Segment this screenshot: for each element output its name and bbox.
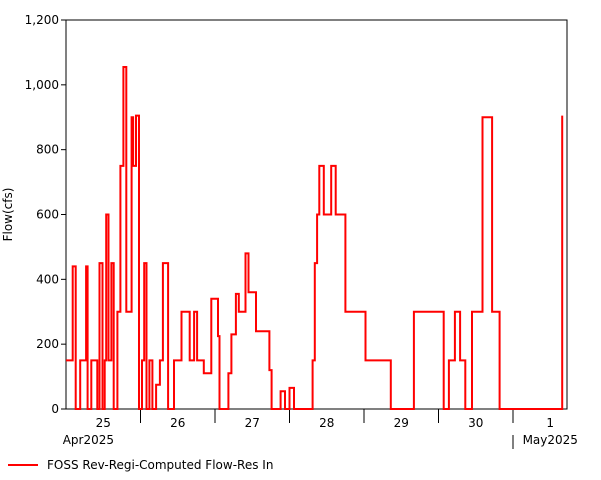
month-label: May2025 [523, 433, 578, 447]
month-label: Apr2025 [63, 433, 114, 447]
y-axis: 0 200 400 600 800 1,000 1,200 [25, 13, 66, 416]
y-tick-label: 600 [36, 208, 59, 222]
x-tick-label: 28 [319, 416, 334, 430]
series-line [66, 66, 564, 410]
y-tick-label: 1,000 [25, 78, 59, 92]
x-tick-label: 25 [96, 416, 111, 430]
legend-swatch [8, 464, 38, 466]
x-tick-label: 29 [394, 416, 409, 430]
y-tick-label: 1,200 [25, 13, 59, 27]
x-tick-label: 27 [245, 416, 260, 430]
x-axis: 25 26 27 28 29 30 1 Apr2025 May2025 [63, 409, 578, 449]
x-tick-label: 1 [546, 416, 554, 430]
y-axis-title: Flow(cfs) [1, 188, 15, 242]
y-tick-label: 800 [36, 143, 59, 157]
legend-label: FOSS Rev-Regi-Computed Flow-Res In [47, 458, 274, 472]
x-tick-label: 30 [468, 416, 483, 430]
y-tick-label: 400 [36, 272, 59, 286]
y-tick-label: 0 [51, 402, 59, 416]
y-tick-label: 200 [36, 337, 59, 351]
series-layer [66, 66, 564, 410]
x-tick-label: 26 [170, 416, 185, 430]
legend: FOSS Rev-Regi-Computed Flow-Res In [8, 456, 273, 474]
